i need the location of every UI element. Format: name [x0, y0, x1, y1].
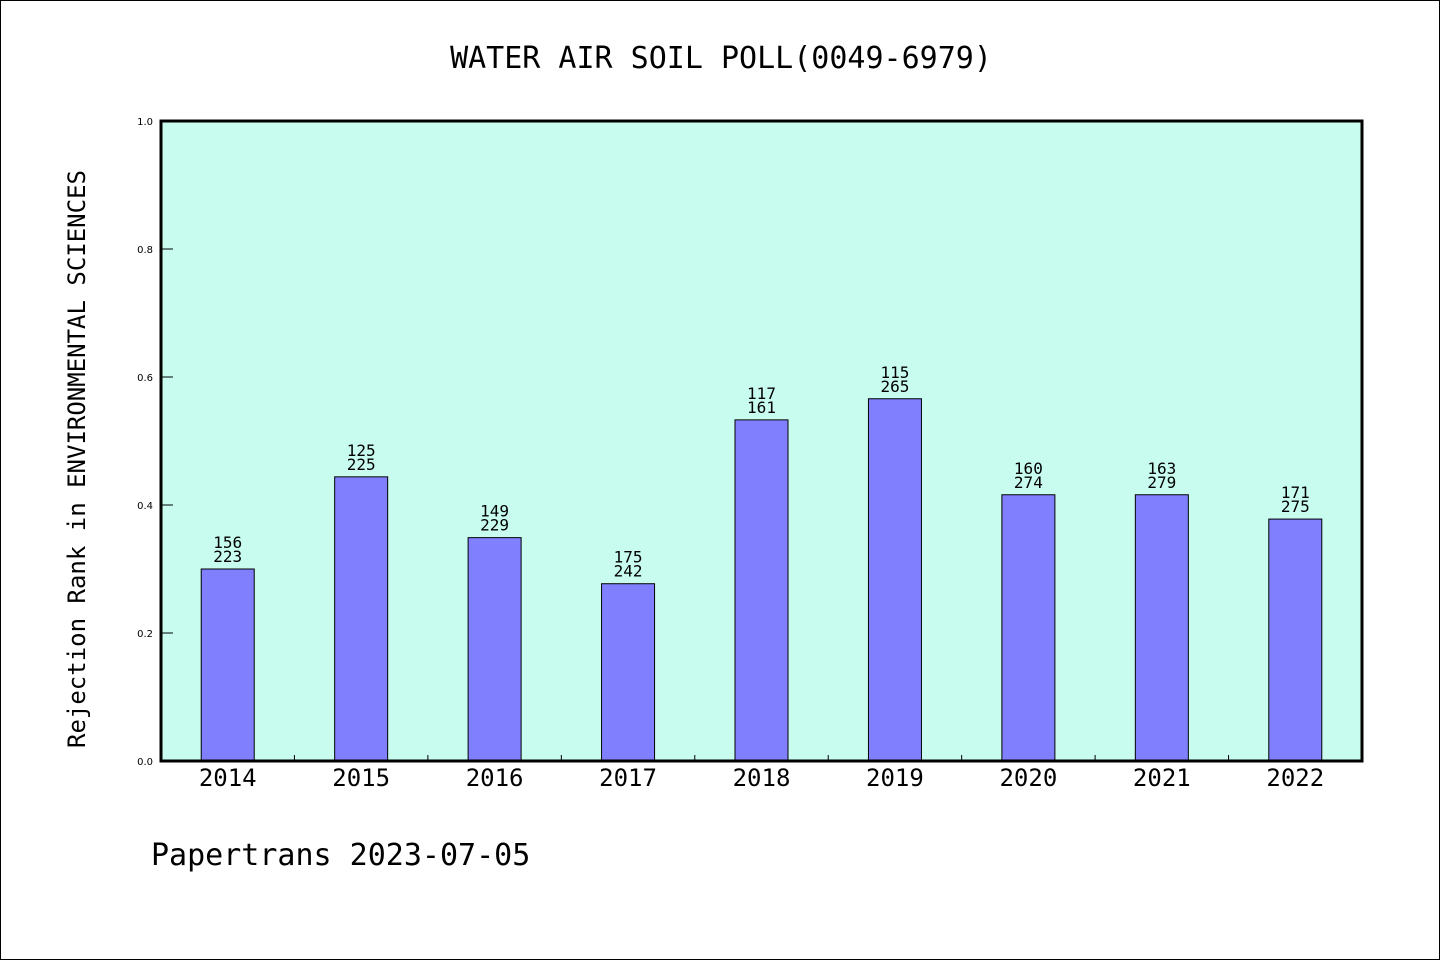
x-tick-label-2015: 2015	[332, 764, 390, 792]
bar-2016	[467, 537, 522, 762]
bar-2014	[200, 568, 255, 762]
x-tick-label-2020: 2020	[999, 764, 1057, 792]
x-tick-label-2014: 2014	[199, 764, 257, 792]
bar-label-bottom-2015: 225	[347, 455, 376, 474]
bar-label-top-2019: 115	[880, 363, 909, 382]
y-tick-label: 0.4	[137, 501, 153, 512]
y-axis-label: Rejection Rank in ENVIRONMENTAL SCIENCES	[63, 170, 91, 748]
bar-2021	[1134, 494, 1189, 762]
bar-label-bottom-2014: 223	[213, 547, 242, 566]
y-tick-label: 0.2	[137, 629, 153, 640]
bar-label-top-2015: 125	[347, 441, 376, 460]
bar-2015	[334, 476, 389, 762]
bar-label-bottom-2022: 275	[1281, 497, 1310, 516]
x-tick-label-2018: 2018	[733, 764, 791, 792]
footer-credit: Papertrans 2023-07-05	[151, 838, 530, 873]
y-tick-label: 0.8	[137, 245, 153, 256]
y-tick-label: 0.6	[137, 373, 153, 384]
bar-series	[200, 398, 1323, 762]
bar-2020	[1001, 494, 1056, 762]
bar-label-bottom-2021: 279	[1147, 473, 1176, 492]
x-tick-label-2016: 2016	[466, 764, 524, 792]
y-tick-label: 0.0	[137, 757, 153, 768]
bar-label-bottom-2018: 161	[747, 398, 776, 417]
bar-label-top-2018: 117	[747, 384, 776, 403]
x-axis-tick-labels: 2014 2015 2016 2017 2018 2019 2020 2021 2022	[199, 764, 1324, 792]
bar-label-bottom-2017: 242	[614, 562, 643, 581]
bar-2018	[734, 419, 789, 762]
bar-label-top-2020: 160	[1014, 459, 1043, 478]
bar-label-bottom-2016: 229	[480, 516, 509, 535]
bar-label-bottom-2020: 274	[1014, 473, 1043, 492]
y-tick-label: 1.0	[137, 117, 153, 128]
bar-label-top-2017: 175	[614, 548, 643, 567]
x-tick-label-2022: 2022	[1266, 764, 1324, 792]
bar-label-bottom-2019: 265	[880, 377, 909, 396]
x-tick-label-2019: 2019	[866, 764, 924, 792]
plot-border	[159, 119, 1364, 763]
x-tick-label-2021: 2021	[1133, 764, 1191, 792]
bar-label-top-2016: 149	[480, 502, 509, 521]
bar-label-top-2021: 163	[1147, 459, 1176, 478]
bar-2017	[601, 583, 656, 762]
bar-data-labels: 1562231252251492291752421171611152651602…	[213, 363, 1309, 581]
bar-2019	[867, 398, 922, 762]
bar-label-top-2022: 171	[1281, 483, 1310, 502]
bar-2022	[1268, 518, 1323, 762]
chart-title: WATER AIR SOIL POLL(0049-6979)	[450, 41, 992, 76]
x-tick-label-2017: 2017	[599, 764, 657, 792]
bar-label-top-2014: 156	[213, 533, 242, 552]
